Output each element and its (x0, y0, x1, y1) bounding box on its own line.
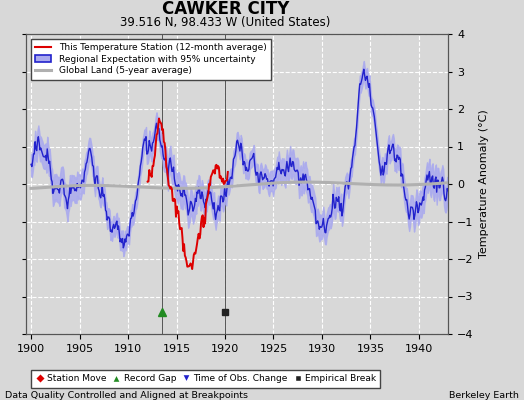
Text: 39.516 N, 98.433 W (United States): 39.516 N, 98.433 W (United States) (120, 16, 331, 29)
Text: Berkeley Earth: Berkeley Earth (449, 391, 519, 400)
Y-axis label: Temperature Anomaly (°C): Temperature Anomaly (°C) (479, 110, 489, 258)
Text: Data Quality Controlled and Aligned at Breakpoints: Data Quality Controlled and Aligned at B… (5, 391, 248, 400)
Legend: Station Move, Record Gap, Time of Obs. Change, Empirical Break: Station Move, Record Gap, Time of Obs. C… (31, 370, 380, 388)
Text: CAWKER CITY: CAWKER CITY (161, 0, 289, 18)
